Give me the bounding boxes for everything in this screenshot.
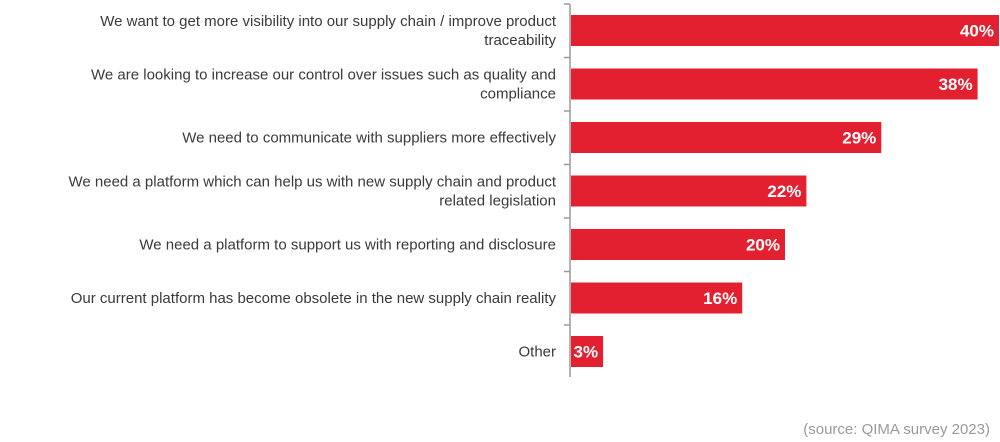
category-label-line: We are looking to increase our control o… xyxy=(91,67,556,84)
category-label: We are looking to increase our control o… xyxy=(91,67,556,103)
bar xyxy=(571,15,999,46)
category-label-line: We need a platform which can help us wit… xyxy=(68,174,556,191)
category-label-line: We want to get more visibility into our … xyxy=(100,13,557,30)
category-label: We need a platform which can help us wit… xyxy=(68,174,556,210)
bar-value-label: 16% xyxy=(703,289,737,308)
category-label-line: Other xyxy=(518,344,556,361)
bar xyxy=(571,68,978,100)
category-label-line: compliance xyxy=(480,86,556,103)
category-label: Our current platform has become obsolete… xyxy=(71,290,557,307)
bar-value-label: 20% xyxy=(746,236,780,255)
bar xyxy=(571,175,807,207)
category-label-line: We need a platform to support us with re… xyxy=(139,237,556,254)
category-label-line: traceability xyxy=(484,32,556,49)
bar-value-label: 22% xyxy=(767,182,801,201)
value-labels: 40% 38% 29% 22% 20% 16% 3% xyxy=(574,22,994,362)
category-label-line: We need to communicate with suppliers mo… xyxy=(182,130,556,147)
bar xyxy=(571,122,882,153)
bar xyxy=(571,336,604,367)
category-label: Other xyxy=(518,344,556,361)
bar-value-label: 40% xyxy=(960,22,994,41)
bar xyxy=(571,282,743,314)
category-label-line: Our current platform has become obsolete… xyxy=(71,290,557,307)
bar xyxy=(571,229,785,260)
category-label-line: related legislation xyxy=(439,193,556,210)
category-label: We want to get more visibility into our … xyxy=(100,13,557,49)
bar-value-label: 3% xyxy=(574,343,599,362)
category-label: We need to communicate with suppliers mo… xyxy=(182,130,556,147)
axis-layer xyxy=(564,3,571,377)
bar-value-label: 38% xyxy=(939,75,973,94)
category-label: We need a platform to support us with re… xyxy=(139,237,556,254)
bars-layer xyxy=(571,15,999,367)
bar-value-label: 29% xyxy=(842,129,876,148)
source-note: (source: QIMA survey 2023) xyxy=(803,421,990,438)
category-labels: We want to get more visibility into our … xyxy=(68,13,556,361)
